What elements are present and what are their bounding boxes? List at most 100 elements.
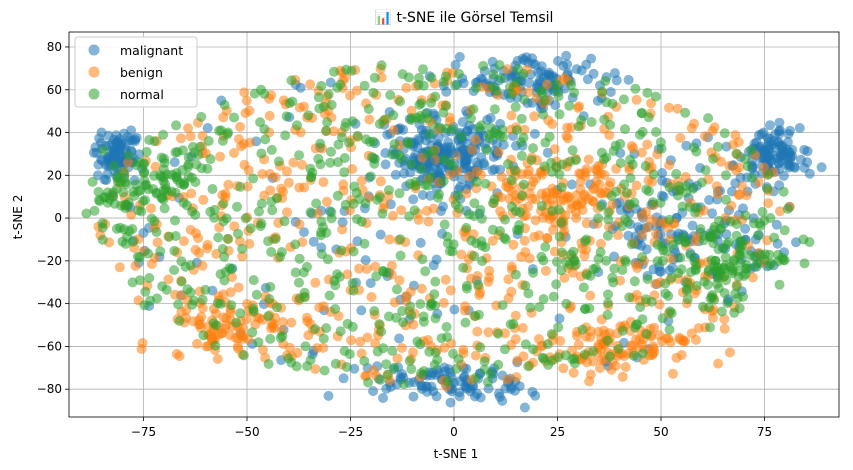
scatter-point-benign bbox=[294, 219, 305, 230]
scatter-point-normal bbox=[523, 288, 534, 299]
scatter-point-benign bbox=[394, 275, 405, 286]
scatter-point-normal bbox=[604, 351, 615, 362]
scatter-point-normal bbox=[520, 339, 531, 350]
scatter-point-normal bbox=[266, 144, 277, 155]
scatter-point-normal bbox=[263, 236, 274, 247]
scatter-point-normal bbox=[426, 97, 436, 108]
scatter-point-normal bbox=[123, 197, 134, 208]
scatter-point-normal bbox=[520, 280, 531, 291]
scatter-point-benign bbox=[294, 182, 305, 193]
scatter-point-normal bbox=[136, 206, 147, 217]
scatter-point-normal bbox=[229, 112, 240, 123]
scatter-point-malignant bbox=[704, 195, 715, 205]
x-tick-label: −75 bbox=[131, 425, 156, 439]
scatter-point-normal bbox=[340, 199, 351, 210]
scatter-point-malignant bbox=[534, 75, 545, 86]
scatter-point-malignant bbox=[605, 87, 616, 97]
scatter-point-benign bbox=[571, 199, 582, 210]
scatter-point-normal bbox=[516, 150, 527, 161]
scatter-point-normal bbox=[536, 200, 547, 211]
scatter-point-normal bbox=[773, 249, 783, 260]
scatter-point-normal bbox=[546, 355, 557, 366]
scatter-point-normal bbox=[416, 163, 427, 174]
scatter-point-normal bbox=[675, 252, 686, 263]
scatter-point-malignant bbox=[774, 126, 784, 137]
scatter-point-normal bbox=[519, 94, 530, 105]
scatter-point-normal bbox=[746, 145, 757, 155]
scatter-point-benign bbox=[502, 64, 513, 75]
scatter-point-normal bbox=[681, 285, 692, 296]
scatter-point-benign bbox=[342, 269, 353, 280]
scatter-point-malignant bbox=[295, 82, 306, 93]
scatter-point-benign bbox=[185, 224, 196, 235]
scatter-point-normal bbox=[330, 358, 341, 369]
scatter-point-normal bbox=[419, 366, 429, 376]
scatter-point-normal bbox=[170, 215, 180, 226]
scatter-point-malignant bbox=[169, 157, 180, 168]
scatter-point-normal bbox=[260, 134, 271, 145]
scatter-point-normal bbox=[333, 139, 344, 150]
scatter-point-normal bbox=[171, 172, 182, 183]
scatter-point-benign bbox=[711, 181, 722, 192]
scatter-point-malignant bbox=[431, 254, 442, 265]
scatter-point-normal bbox=[415, 339, 426, 350]
scatter-point-normal bbox=[595, 247, 606, 258]
scatter-point-benign bbox=[524, 253, 535, 264]
scatter-point-normal bbox=[406, 159, 417, 169]
scatter-point-normal bbox=[551, 79, 562, 90]
scatter-point-malignant bbox=[130, 134, 141, 145]
scatter-point-normal bbox=[143, 248, 153, 259]
scatter-point-malignant bbox=[96, 154, 107, 165]
legend-marker-benign bbox=[88, 66, 100, 78]
scatter-point-normal bbox=[554, 204, 564, 215]
scatter-point-benign bbox=[534, 334, 544, 344]
scatter-point-benign bbox=[526, 193, 537, 204]
scatter-point-malignant bbox=[299, 227, 309, 238]
scatter-point-benign bbox=[642, 222, 653, 233]
scatter-point-normal bbox=[321, 125, 331, 136]
chart-title: 📊 t-SNE ile Görsel Temsil bbox=[375, 9, 554, 26]
scatter-point-benign bbox=[675, 132, 686, 143]
scatter-point-benign bbox=[183, 123, 194, 134]
scatter-point-benign bbox=[483, 327, 494, 338]
scatter-point-normal bbox=[248, 306, 259, 317]
scatter-point-malignant bbox=[461, 381, 472, 392]
scatter-point-normal bbox=[173, 299, 184, 310]
scatter-point-normal bbox=[515, 207, 526, 218]
scatter-point-benign bbox=[281, 166, 292, 177]
scatter-point-normal bbox=[332, 190, 343, 201]
scatter-point-normal bbox=[203, 136, 214, 146]
scatter-point-normal bbox=[438, 154, 449, 165]
scatter-point-benign bbox=[587, 196, 598, 206]
scatter-point-normal bbox=[267, 205, 278, 216]
scatter-point-normal bbox=[141, 179, 152, 190]
scatter-point-normal bbox=[310, 324, 320, 334]
scatter-point-benign bbox=[375, 176, 386, 187]
scatter-point-malignant bbox=[111, 130, 122, 141]
scatter-point-normal bbox=[704, 302, 714, 313]
scatter-point-normal bbox=[734, 303, 745, 314]
scatter-point-normal bbox=[347, 278, 358, 289]
scatter-point-normal bbox=[336, 245, 347, 256]
scatter-point-normal bbox=[682, 294, 693, 305]
scatter-point-benign bbox=[152, 237, 163, 248]
scatter-point-benign bbox=[318, 301, 329, 312]
scatter-point-benign bbox=[413, 214, 424, 225]
scatter-point-normal bbox=[440, 71, 451, 82]
scatter-point-normal bbox=[483, 377, 493, 387]
scatter-point-normal bbox=[561, 256, 572, 267]
scatter-point-malignant bbox=[349, 363, 360, 374]
scatter-point-normal bbox=[651, 127, 661, 137]
scatter-point-normal bbox=[464, 209, 474, 220]
scatter-point-normal bbox=[302, 261, 312, 272]
scatter-point-normal bbox=[637, 348, 648, 359]
scatter-point-normal bbox=[636, 108, 647, 119]
scatter-point-normal bbox=[627, 159, 638, 170]
scatter-point-normal bbox=[473, 279, 484, 290]
x-tick-label: −50 bbox=[234, 425, 259, 439]
scatter-point-benign bbox=[483, 276, 494, 287]
scatter-point-normal bbox=[324, 290, 335, 301]
scatter-point-benign bbox=[239, 87, 250, 98]
scatter-point-normal bbox=[721, 170, 731, 181]
scatter-point-normal bbox=[395, 96, 405, 107]
